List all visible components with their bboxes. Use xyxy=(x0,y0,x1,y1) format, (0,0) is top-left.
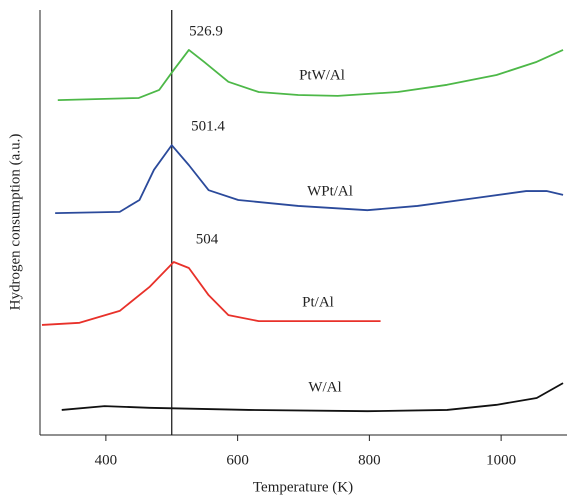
x-tick-label: 400 xyxy=(95,452,118,468)
series-label: WPt/Al xyxy=(307,183,353,199)
x-tick-label: 600 xyxy=(226,452,249,468)
data-line xyxy=(41,261,381,326)
peak-label: 504 xyxy=(196,231,219,247)
series-label: PtW/Al xyxy=(299,67,345,83)
x-tick-label: 1000 xyxy=(486,452,516,468)
series-label: W/Al xyxy=(308,379,341,395)
data-line xyxy=(61,382,564,413)
data-line xyxy=(57,49,564,101)
series-label: Pt/Al xyxy=(302,294,334,310)
y-axis-label: Hydrogen consumption (a.u.) xyxy=(7,134,23,311)
x-axis-label: Temperature (K) xyxy=(253,479,353,495)
peak-label: 526.9 xyxy=(189,23,223,39)
data-line xyxy=(55,144,564,215)
x-tick-label: 800 xyxy=(358,452,381,468)
peak-label: 501.4 xyxy=(191,118,225,134)
